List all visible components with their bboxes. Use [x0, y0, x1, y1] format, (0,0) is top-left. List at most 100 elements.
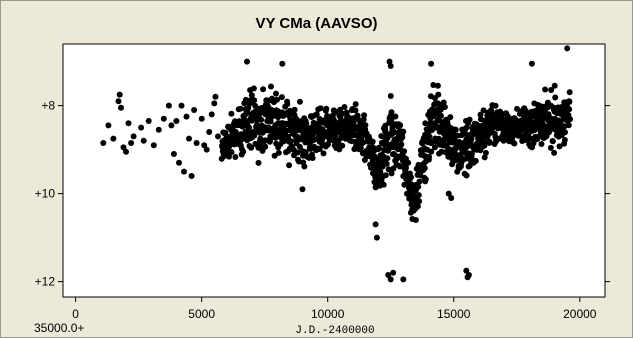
- y-tick-label: +10: [35, 187, 56, 201]
- data-point: [403, 164, 409, 171]
- data-points: [100, 45, 574, 283]
- data-point: [452, 126, 459, 133]
- data-point: [178, 102, 185, 109]
- data-point: [528, 60, 535, 67]
- data-point: [222, 129, 229, 136]
- data-point: [160, 115, 167, 122]
- data-point: [415, 183, 422, 190]
- data-point: [416, 178, 423, 185]
- data-point: [296, 143, 303, 150]
- data-point: [165, 102, 172, 109]
- data-point: [320, 150, 327, 157]
- x-tick-label: 0: [72, 307, 79, 321]
- data-point: [463, 124, 470, 131]
- data-point: [463, 172, 470, 179]
- data-point: [383, 160, 390, 167]
- data-point: [387, 276, 394, 283]
- data-point: [414, 203, 421, 210]
- data-point: [145, 118, 152, 124]
- data-point: [477, 116, 484, 123]
- data-point: [280, 113, 287, 119]
- data-point: [150, 142, 157, 149]
- x-tick-label: 15000: [437, 307, 471, 321]
- data-point: [463, 267, 470, 274]
- data-point: [255, 159, 262, 166]
- data-point: [130, 133, 137, 140]
- data-point: [302, 149, 309, 156]
- data-point: [360, 139, 367, 146]
- data-point: [226, 142, 233, 149]
- axis-ticks: 0 5000 10000 15000 20000 +8 +10 +12: [35, 99, 610, 321]
- data-point: [155, 126, 162, 133]
- data-point: [246, 124, 253, 131]
- x-axis-offset-label: 35000.0+: [34, 321, 84, 335]
- data-point: [100, 140, 107, 146]
- data-point: [375, 144, 382, 151]
- x-tick-label: 10000: [311, 307, 345, 321]
- y-tick-label: +12: [35, 275, 56, 289]
- data-point: [398, 141, 405, 148]
- data-point: [188, 173, 195, 179]
- data-point: [301, 163, 308, 170]
- data-point: [480, 107, 487, 114]
- data-point: [548, 87, 555, 93]
- data-point: [317, 105, 324, 112]
- data-point: [232, 154, 239, 160]
- data-point: [278, 94, 285, 101]
- data-point: [441, 104, 448, 110]
- data-point: [203, 146, 210, 153]
- data-point: [428, 140, 434, 147]
- data-point: [556, 143, 563, 150]
- data-point: [138, 124, 145, 131]
- x-tick-label: 5000: [188, 307, 215, 321]
- data-point: [421, 165, 428, 172]
- data-point: [168, 122, 175, 129]
- data-point: [206, 129, 213, 135]
- data-point: [250, 85, 257, 92]
- data-point: [198, 115, 205, 122]
- data-point: [405, 159, 412, 166]
- data-point: [379, 163, 386, 170]
- data-point: [388, 170, 395, 177]
- data-point: [437, 112, 444, 119]
- plot-area: [62, 43, 606, 298]
- data-point: [332, 108, 339, 115]
- data-point: [279, 60, 286, 67]
- data-point: [469, 150, 475, 157]
- data-point: [482, 149, 489, 156]
- data-point: [211, 100, 218, 107]
- data-point: [237, 105, 244, 112]
- data-point: [352, 107, 359, 114]
- data-point: [232, 129, 239, 135]
- data-point: [248, 92, 255, 99]
- data-point: [566, 89, 573, 96]
- data-point: [262, 143, 269, 150]
- data-point: [422, 120, 429, 127]
- data-point: [397, 122, 404, 129]
- data-point: [212, 93, 219, 100]
- data-point: [341, 104, 348, 110]
- data-point: [191, 107, 198, 113]
- data-point: [110, 135, 117, 142]
- data-point: [170, 151, 177, 157]
- data-point: [561, 137, 568, 143]
- data-point: [118, 104, 124, 111]
- data-point: [408, 174, 414, 181]
- data-point: [445, 190, 452, 197]
- data-point: [125, 120, 132, 127]
- data-point: [176, 159, 182, 166]
- data-point: [240, 148, 247, 155]
- data-point: [387, 93, 394, 99]
- data-point: [401, 148, 408, 155]
- data-point: [296, 98, 303, 105]
- data-point: [294, 149, 301, 156]
- data-point: [362, 122, 369, 129]
- data-point: [244, 109, 251, 116]
- data-point: [228, 149, 235, 156]
- data-point: [251, 97, 258, 104]
- data-point: [549, 138, 556, 145]
- data-point: [251, 132, 258, 139]
- data-point: [565, 122, 572, 129]
- data-point: [435, 91, 442, 98]
- data-point: [448, 195, 455, 201]
